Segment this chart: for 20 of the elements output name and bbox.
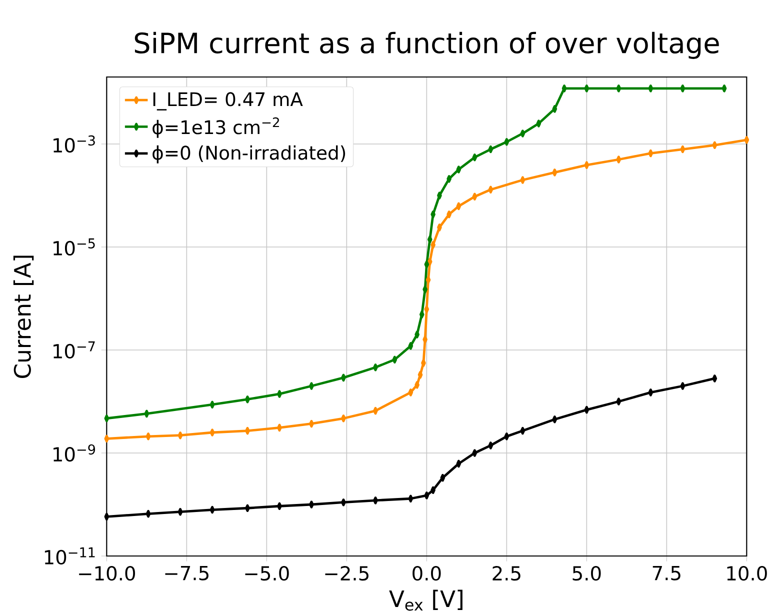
y-tick-label: 10$^{−5}$: [54, 238, 95, 256]
y-axis-title: Current [A]: [13, 256, 34, 378]
x-axis-title: V$_{ex}$ [V]: [389, 590, 462, 611]
y-tick-label: 10$^{−9}$: [54, 444, 96, 462]
x-tick-label: −5.0: [245, 566, 289, 581]
x-tick-label: 7.5: [652, 566, 680, 580]
chart-title: SiPM current as a function of over voltage: [134, 32, 719, 59]
legend-label: ϕ=0 (Non-irradiated): [152, 145, 346, 164]
x-tick-label: 0.0: [412, 566, 441, 581]
x-tick-label: −7.5: [165, 566, 208, 580]
x-tick-label: 2.5: [492, 566, 520, 581]
y-tick-label: 10$^{−7}$: [54, 341, 95, 359]
x-tick-label: −10.0: [79, 566, 136, 581]
y-tick-label: 10$^{−3}$: [54, 135, 95, 153]
x-tick-label: −2.5: [325, 566, 368, 581]
legend-label: ϕ=1e13 cm$^{−2}$: [152, 117, 279, 138]
y-tick-label: 10$^{−11}$: [44, 547, 95, 565]
legend-label: I_LED= 0.47 mA: [153, 92, 303, 110]
x-tick-label: 5.0: [572, 566, 601, 581]
x-tick-label: 10.0: [727, 566, 767, 581]
